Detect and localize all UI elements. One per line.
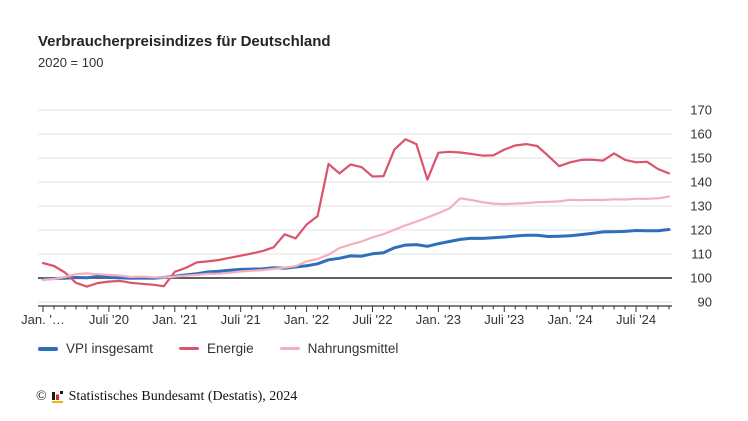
y-axis-label: 170 xyxy=(690,103,712,118)
legend-item-nahrungsmittel[interactable]: Nahrungsmittel xyxy=(279,341,399,356)
x-axis-label: Juli '21 xyxy=(221,312,261,327)
y-axis-label: 130 xyxy=(690,199,712,214)
x-axis-label: Jan. '… xyxy=(21,312,65,327)
source-attribution: © Statistisches Bundesamt (Destatis), 20… xyxy=(36,389,297,405)
x-axis-label: Juli '20 xyxy=(89,312,129,327)
destatis-bar-chart-logo-icon xyxy=(51,391,63,403)
series-line-vpi-insgesamt xyxy=(41,228,671,281)
series-line-energie xyxy=(41,138,671,288)
y-axis-label: 120 xyxy=(690,223,712,238)
legend-label: Nahrungsmittel xyxy=(307,341,399,356)
x-axis-label: Juli '24 xyxy=(616,312,656,327)
legend-label: VPI insgesamt xyxy=(66,341,154,356)
chart-legend: VPI insgesamt Energie Nahrungsmittel xyxy=(38,341,398,356)
legend-swatch-icon xyxy=(279,347,300,350)
y-axis-label: 110 xyxy=(691,247,712,262)
legend-item-energie[interactable]: Energie xyxy=(179,341,254,356)
legend-swatch-icon xyxy=(179,347,200,350)
legend-swatch-icon xyxy=(38,346,58,351)
chart-subtitle: 2020 = 100 xyxy=(38,55,104,70)
source-text: Statistisches Bundesamt (Destatis), 2024 xyxy=(68,389,298,404)
x-axis-label: Jan. '21 xyxy=(152,312,197,327)
x-axis-label: Jan. '23 xyxy=(416,312,461,327)
legend-item-vpi-insgesamt[interactable]: VPI insgesamt xyxy=(38,341,153,356)
y-axis-label: 150 xyxy=(690,151,712,166)
x-axis-label: Jan. '24 xyxy=(548,312,593,327)
y-axis-label: 160 xyxy=(690,127,712,142)
series-line-nahrungsmittel xyxy=(41,195,671,281)
y-axis-label: 100 xyxy=(690,271,712,286)
x-axis-label: Juli '22 xyxy=(352,312,392,327)
y-axis-label: 90 xyxy=(698,295,712,310)
x-axis-label: Jan. '22 xyxy=(284,312,329,327)
y-axis-label: 140 xyxy=(690,175,712,190)
x-axis-label: Juli '23 xyxy=(484,312,524,327)
chart-title: Verbraucherpreisindizes für Deutschland xyxy=(38,33,331,50)
copyright-symbol: © xyxy=(36,389,47,404)
legend-label: Energie xyxy=(207,341,254,356)
